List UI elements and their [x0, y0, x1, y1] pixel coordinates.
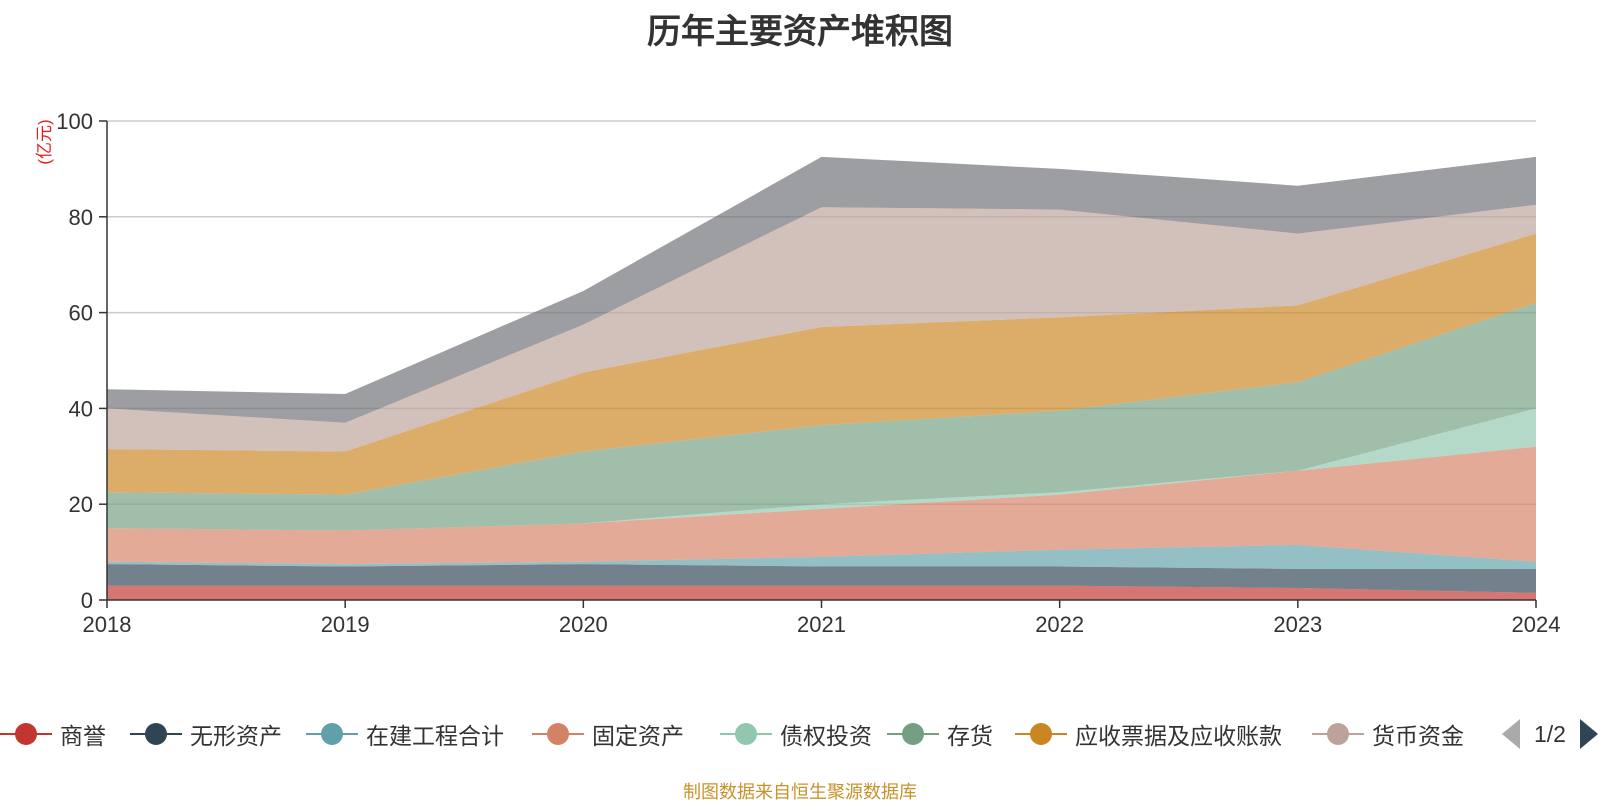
x-tick-label: 2018: [83, 612, 132, 637]
y-tick-label: 80: [69, 205, 93, 230]
source-note: 制图数据来自恒生聚源数据库: [683, 782, 917, 802]
legend: 商誉 无形资产 在建工程合计 固定资产 债权投资 存货 应收票据及应收账款 货币资金: [0, 712, 1600, 758]
series-area-8[interactable]: [107, 156, 1536, 423]
x-tick-label: 2020: [559, 612, 608, 637]
series-area-4[interactable]: [107, 408, 1536, 531]
legend-item[interactable]: 货币资金: [1312, 712, 1464, 756]
x-tick-label: 2023: [1273, 612, 1322, 637]
y-tick-label: 20: [69, 492, 93, 517]
legend-label: 无形资产: [190, 723, 282, 749]
legend-marker-icon: [532, 722, 584, 746]
y-axis-unit-label: (亿元): [35, 119, 54, 164]
series-area-6[interactable]: [107, 233, 1536, 495]
series-area-0[interactable]: [107, 585, 1536, 600]
legend-item[interactable]: 应收票据及应收账款: [1015, 712, 1282, 756]
x-tick-label: 2022: [1035, 612, 1084, 637]
x-tick-label: 2024: [1512, 612, 1561, 637]
series-area-5[interactable]: [107, 303, 1536, 531]
legend-next-page-icon[interactable]: [1579, 719, 1598, 749]
series-area-7[interactable]: [107, 204, 1536, 452]
legend-marker-icon: [720, 722, 772, 746]
series-area-3[interactable]: [107, 446, 1536, 565]
legend-label: 债权投资: [780, 723, 872, 749]
legend-marker-icon: [1312, 722, 1364, 746]
x-tick-label: 2021: [797, 612, 846, 637]
legend-pager: 1/2: [1502, 716, 1598, 752]
legend-label: 固定资产: [592, 723, 684, 749]
area-series-layer: [107, 156, 1536, 600]
y-tick-label: 100: [56, 109, 93, 134]
legend-item[interactable]: 商誉: [0, 712, 106, 756]
y-tick-label: 0: [81, 588, 93, 613]
legend-page-indicator: 1/2: [1534, 720, 1566, 747]
legend-label: 货币资金: [1372, 723, 1464, 749]
y-tick-label: 60: [69, 301, 93, 326]
series-area-1[interactable]: [107, 564, 1536, 593]
legend-label: 商誉: [60, 723, 106, 749]
legend-marker-icon: [0, 722, 52, 746]
legend-marker-icon: [1015, 722, 1067, 746]
axes: 0 20 40 60 80 100 2018 2019 2020 2021 2022 2023 2024: [56, 109, 1560, 637]
chart-title: 历年主要资产堆积图: [647, 13, 953, 51]
legend-label: 存货: [947, 723, 993, 749]
x-tick-label: 2019: [321, 612, 370, 637]
legend-item[interactable]: 固定资产: [532, 712, 684, 756]
legend-item[interactable]: 无形资产: [130, 712, 282, 756]
legend-label: 应收票据及应收账款: [1075, 723, 1282, 749]
legend-marker-icon: [887, 722, 939, 746]
legend-item[interactable]: 存货: [887, 712, 993, 756]
legend-label: 在建工程合计: [366, 723, 504, 749]
y-tick-label: 40: [69, 396, 93, 421]
legend-marker-icon: [130, 722, 182, 746]
legend-prev-page-icon[interactable]: [1502, 719, 1520, 749]
legend-marker-icon: [306, 722, 358, 746]
legend-item[interactable]: 债权投资: [720, 712, 872, 756]
legend-item[interactable]: 在建工程合计: [306, 712, 504, 756]
